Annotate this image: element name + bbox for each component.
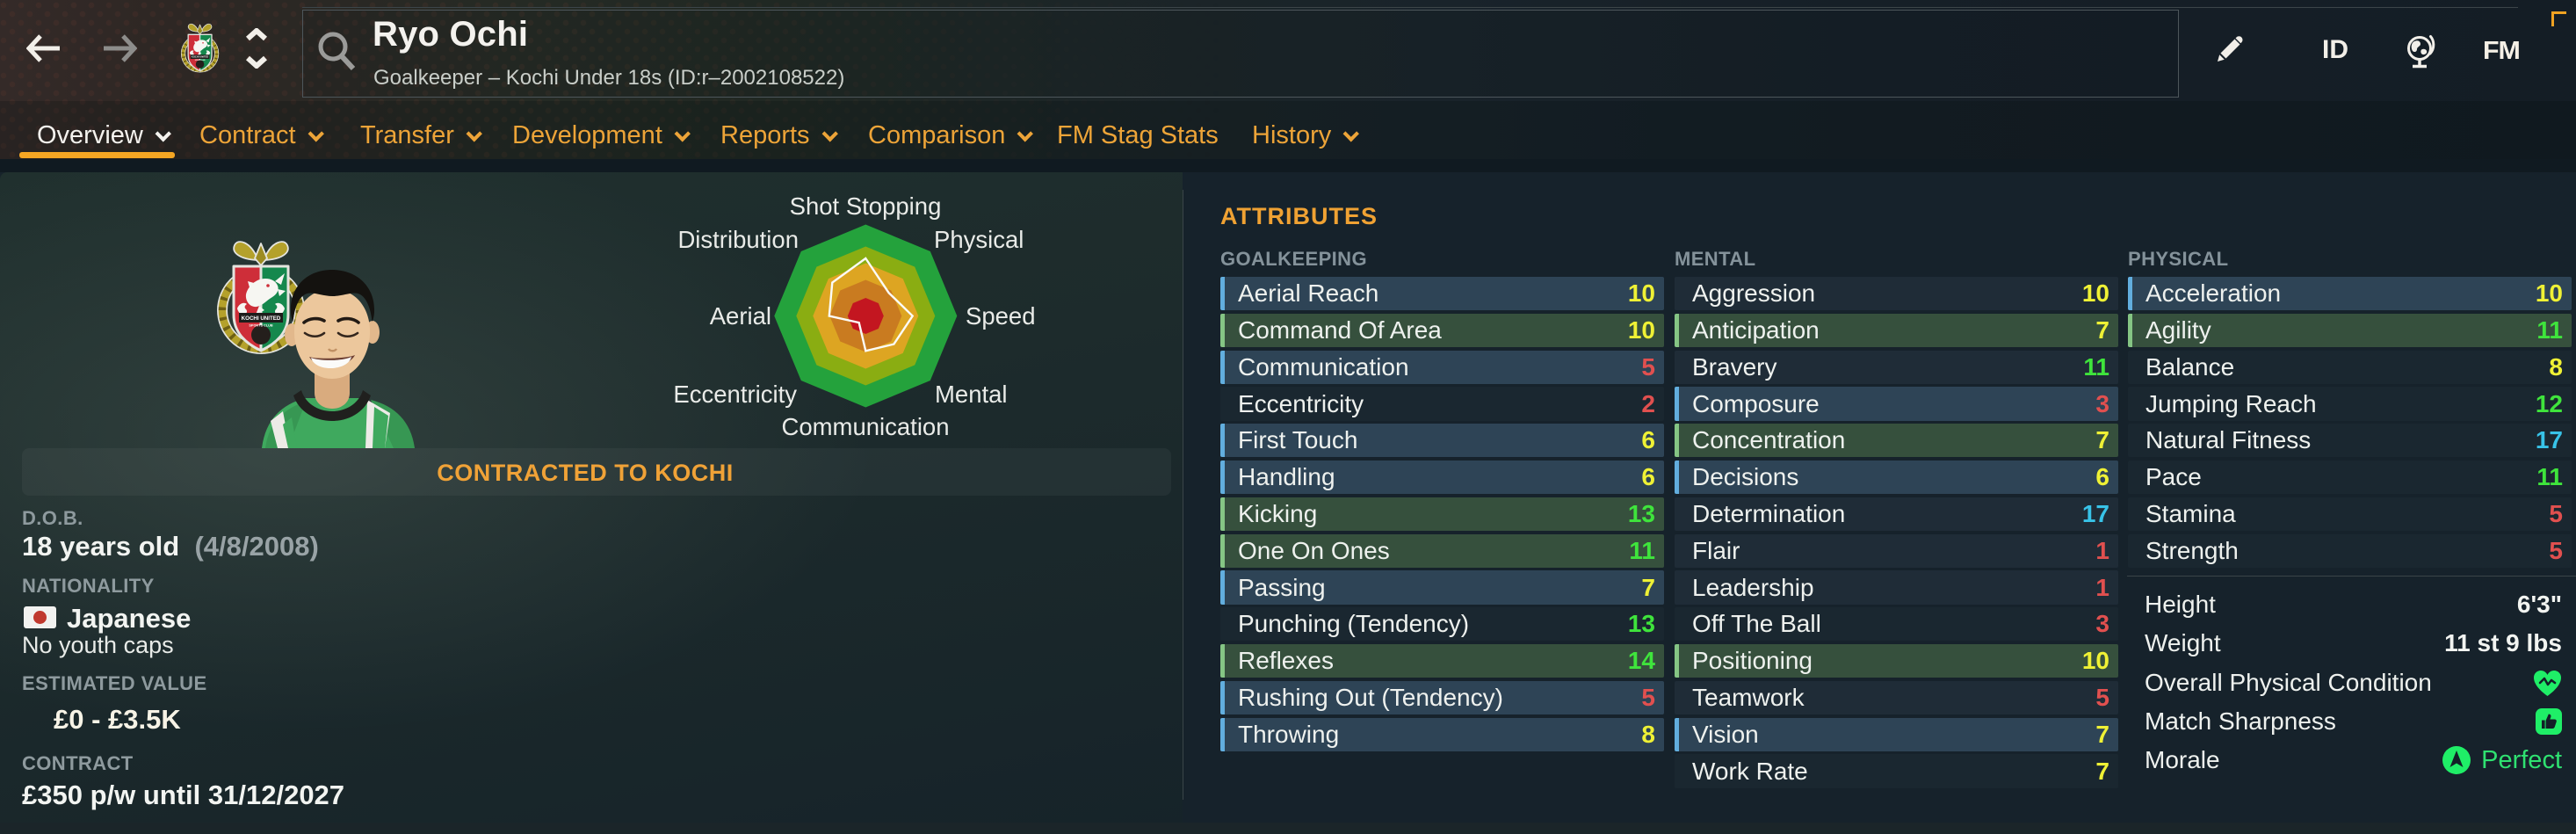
svg-text:Shot Stopping: Shot Stopping [790,192,942,220]
svg-text:Communication: Communication [781,413,949,440]
svg-text:Speed: Speed [966,302,1036,330]
svg-text:Physical: Physical [934,226,1024,253]
svg-text:Eccentricity: Eccentricity [673,381,797,408]
svg-text:Aerial: Aerial [710,302,771,330]
svg-text:Distribution: Distribution [677,226,799,253]
svg-text:Mental: Mental [935,381,1008,408]
